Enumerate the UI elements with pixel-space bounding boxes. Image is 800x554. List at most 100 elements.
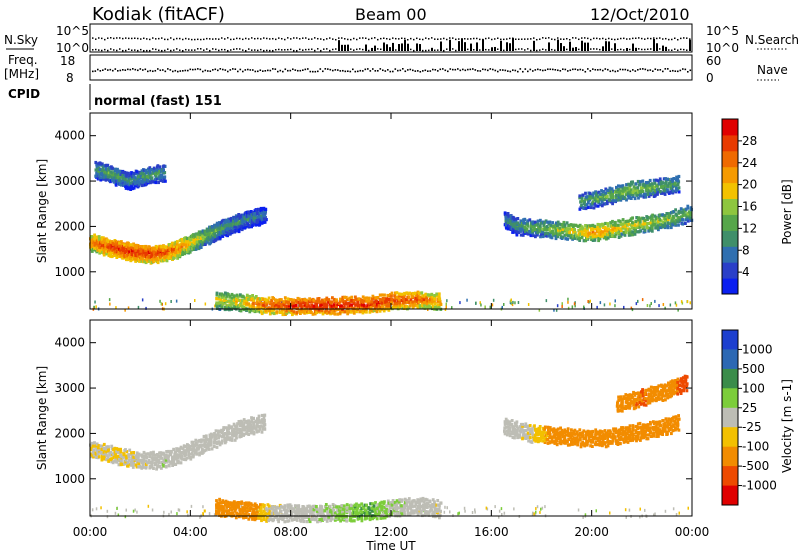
noise-dot [503, 38, 505, 41]
heatmap-cell [243, 428, 247, 432]
heatmap-cell [320, 302, 324, 307]
heatmap-cell [148, 454, 152, 458]
scatter-noise-cell [512, 300, 514, 304]
heatmap-cell [107, 459, 110, 463]
scatter-noise-cell [678, 511, 680, 515]
heatmap-cell [215, 503, 218, 507]
heatmap-cell [156, 464, 159, 468]
heatmap-cell [215, 293, 219, 297]
heatmap-cell [653, 219, 657, 223]
freq-dot [239, 68, 242, 71]
heatmap-cell [283, 304, 287, 309]
noise-dot [650, 37, 652, 40]
heatmap-cell [248, 223, 252, 227]
heatmap-cell [370, 302, 374, 306]
heatmap-cell [151, 168, 154, 172]
freq-dot [614, 70, 617, 73]
freq-dot [604, 68, 607, 70]
heatmap-cell [598, 197, 602, 201]
search-noise-dot [194, 49, 196, 51]
heatmap-cell [239, 293, 242, 297]
heatmap-cell [659, 223, 662, 227]
heatmap-cell [217, 509, 221, 513]
freq-dot [637, 68, 639, 71]
heatmap-cell [419, 305, 422, 310]
heatmap-cell [97, 446, 100, 450]
heatmap-cell [242, 425, 246, 430]
freq-dot [172, 70, 174, 73]
search-noise-dot [611, 48, 613, 50]
heatmap-cell [220, 431, 224, 435]
heatmap-cell [278, 310, 282, 314]
freq-dot [667, 68, 669, 70]
search-noise-dot [233, 48, 235, 51]
search-noise-bar [626, 47, 628, 51]
heatmap-cell [194, 441, 198, 445]
freq-dot [162, 69, 164, 71]
heatmap-cell [677, 190, 681, 194]
heatmap-cell [569, 236, 573, 240]
heatmap-cell [181, 249, 185, 253]
noise-dot [260, 38, 262, 40]
heatmap-cell [373, 306, 377, 310]
heatmap-cell [255, 515, 259, 519]
heatmap-cell [95, 162, 99, 166]
heatmap-cell [215, 445, 219, 449]
heatmap-cell [666, 188, 669, 192]
heatmap-cell [154, 174, 158, 178]
heatmap-cell [135, 246, 139, 250]
heatmap-cell [249, 502, 253, 506]
heatmap-cell [552, 224, 555, 228]
scatter-noise-cell [664, 509, 667, 513]
heatmap-cell [395, 291, 399, 295]
heatmap-cell [241, 506, 245, 510]
freq-dot [509, 70, 512, 73]
heatmap-cell [593, 202, 597, 206]
search-noise-dot [149, 49, 151, 52]
heatmap-cell [243, 223, 247, 227]
heatmap-cell [177, 449, 181, 453]
scatter-noise-cell [639, 507, 641, 511]
heatmap-cell [679, 207, 683, 211]
heatmap-cell [528, 230, 531, 234]
heatmap-cell [662, 189, 666, 193]
freq-dot [344, 70, 347, 73]
heatmap-cell [105, 454, 109, 458]
heatmap-cell [213, 232, 216, 236]
freq-dot [217, 69, 219, 72]
heatmap-cell [526, 224, 530, 228]
heatmap-cell [249, 218, 252, 222]
heatmap-cell [573, 228, 576, 232]
heatmap-cell [224, 499, 228, 503]
search-noise-bar [404, 39, 406, 51]
freq-dot [359, 69, 362, 72]
heatmap-cell [357, 297, 361, 301]
heatmap-cell [189, 448, 193, 452]
heatmap-cell [119, 169, 122, 173]
heatmap-cell [250, 418, 254, 422]
heatmap-cell [590, 237, 593, 241]
freq-dot [464, 69, 467, 72]
heatmap-cell [385, 304, 389, 308]
heatmap-cell [252, 304, 255, 308]
heatmap-cell [192, 233, 195, 237]
heatmap-cell [634, 225, 638, 229]
freq-dot [269, 69, 272, 72]
noise-dot [611, 38, 613, 41]
heatmap-cell [400, 295, 404, 299]
heatmap-cell [344, 299, 347, 303]
heatmap-cell [241, 217, 244, 221]
heatmap-cell [244, 419, 248, 423]
heatmap-cell [232, 300, 236, 305]
heatmap-cell [89, 448, 93, 452]
heatmap-cell [316, 297, 320, 301]
heatmap-cell [529, 227, 533, 231]
heatmap-cell [315, 299, 318, 303]
heatmap-cell [672, 210, 676, 214]
scatter-noise-cell [214, 304, 216, 308]
heatmap-cell [361, 308, 365, 312]
heatmap-cell [650, 226, 654, 230]
search-noise-dot [452, 48, 454, 50]
heatmap-cell [591, 193, 595, 197]
heatmap-cell [163, 177, 166, 181]
